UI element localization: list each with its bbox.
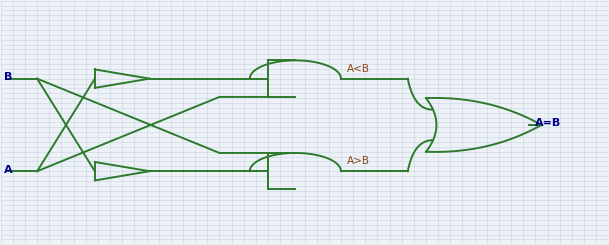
Text: A=B: A=B — [535, 118, 561, 127]
Text: A<B: A<B — [347, 64, 370, 74]
Text: B: B — [4, 73, 12, 82]
Text: A: A — [4, 165, 12, 175]
Text: A>B: A>B — [347, 157, 370, 167]
